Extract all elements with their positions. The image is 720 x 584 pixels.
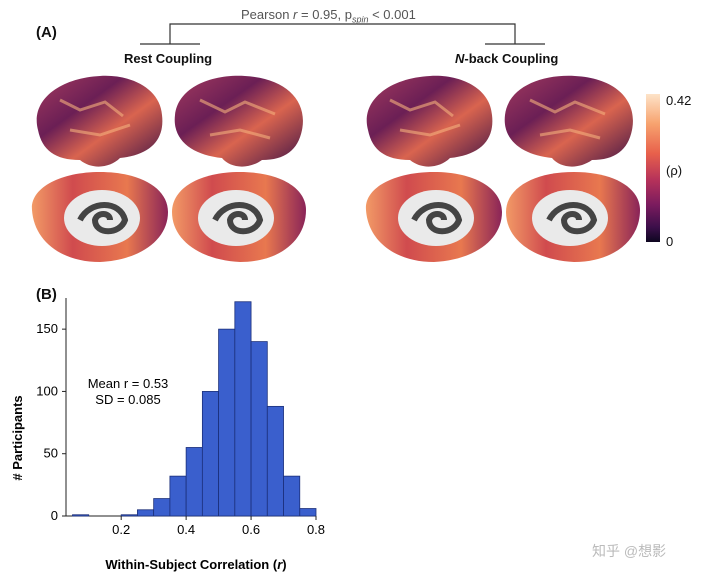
rest-coupling-title: Rest Coupling: [124, 51, 213, 66]
histogram-bar: [250, 341, 268, 517]
x-axis-label: Within-Subject Correlation (r): [105, 557, 286, 572]
histogram-bars: [72, 301, 317, 517]
panel-b-label: (B): [36, 286, 57, 303]
mean-annotation: Mean r = 0.53: [88, 376, 169, 391]
comparison-bracket: [140, 23, 545, 45]
rest-right-lateral-brain: [174, 75, 303, 167]
histogram-bar: [72, 514, 90, 517]
nback-left-medial-brain: [365, 172, 502, 262]
histogram-bar: [234, 301, 252, 517]
y-tick-label: 50: [44, 446, 58, 461]
nback-right-lateral-brain: [504, 75, 633, 167]
colorbar-max-label: 0.42: [666, 93, 692, 108]
histogram-bar: [201, 391, 219, 517]
y-tick-label: 0: [51, 508, 58, 523]
colorbar: [646, 94, 660, 242]
x-tick-label: 0.2: [112, 522, 130, 537]
histogram-bar: [185, 447, 203, 517]
nback-coupling-title: N-back Coupling: [455, 51, 559, 66]
colorbar-unit-label: (ρ): [666, 163, 683, 178]
brain-maps: [31, 75, 640, 262]
x-tick-label: 0.4: [177, 522, 195, 537]
histogram-bar: [299, 508, 317, 517]
histogram-ticks: 0.2 0.4 0.6 0.8 0 50 100 150: [36, 321, 325, 537]
x-tick-label: 0.8: [307, 522, 325, 537]
y-tick-label: 150: [36, 321, 58, 336]
y-axis-label: # Participants: [10, 395, 25, 480]
nback-left-lateral-brain: [366, 75, 493, 167]
rest-left-lateral-brain: [36, 75, 163, 167]
rest-right-medial-brain: [172, 172, 306, 262]
histogram-bar: [283, 475, 301, 517]
x-tick-label: 0.6: [242, 522, 260, 537]
histogram-bar: [153, 498, 171, 517]
histogram-bar: [169, 475, 187, 517]
watermark: 知乎 @想影: [592, 543, 667, 559]
nback-right-medial-brain: [506, 172, 640, 262]
panel-a-label: (A): [36, 24, 57, 41]
histogram-bar: [266, 405, 284, 517]
y-tick-label: 100: [36, 383, 58, 398]
histogram-bar: [218, 328, 236, 517]
histogram-bar: [137, 509, 155, 517]
histogram-chart: 0.2 0.4 0.6 0.8 0 50 100 150 Within-Subject Cor…: [10, 298, 325, 572]
rest-left-medial-brain: [31, 172, 169, 262]
histogram-bar: [120, 514, 138, 517]
sd-annotation: SD = 0.085: [95, 392, 160, 407]
pearson-stats: Pearson r = 0.95, pspin < 0.001: [241, 7, 416, 25]
colorbar-min-label: 0: [666, 234, 674, 249]
